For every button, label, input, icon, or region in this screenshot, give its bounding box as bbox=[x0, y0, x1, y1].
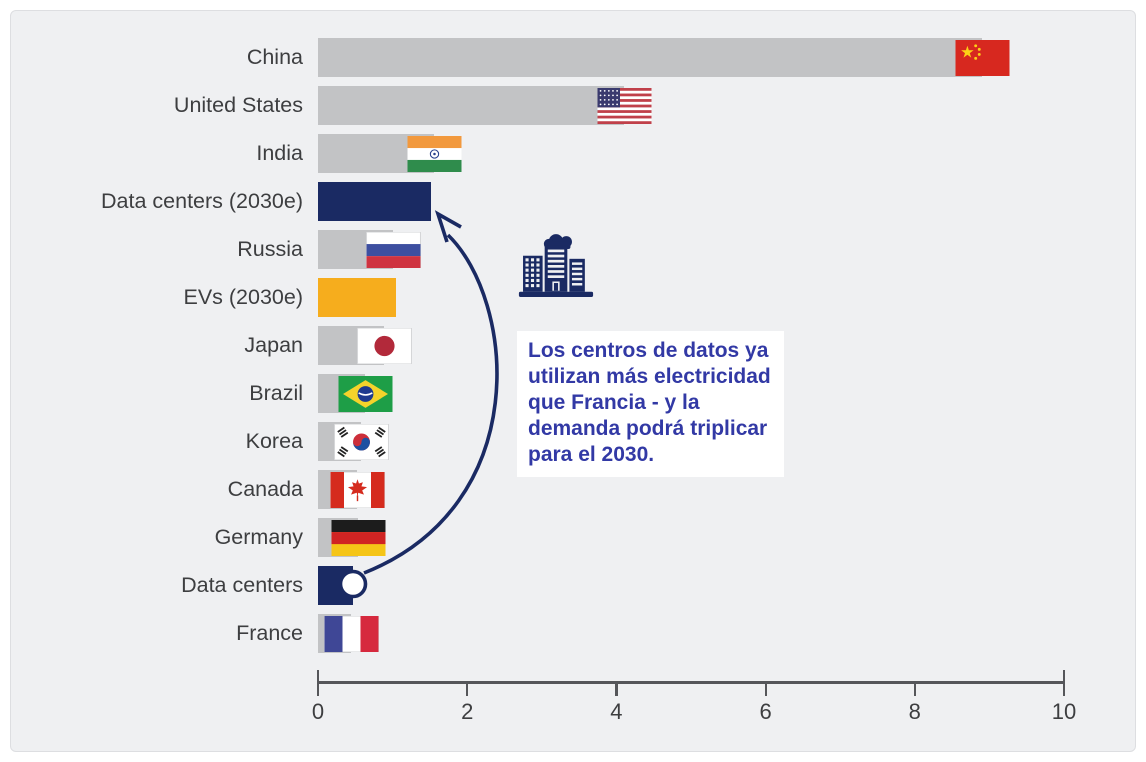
x-axis-tick bbox=[615, 681, 618, 696]
annotation-box: Los centros de datos ya utilizan más ele… bbox=[517, 331, 784, 477]
x-tick-label: 4 bbox=[610, 699, 623, 724]
category-label-china: China bbox=[246, 45, 303, 69]
france-flag-icon bbox=[323, 615, 379, 652]
x-axis-tick bbox=[466, 681, 469, 696]
bar-data-centers bbox=[318, 566, 353, 605]
bar-united-states bbox=[318, 86, 624, 125]
brazil-flag-icon bbox=[338, 375, 393, 412]
korea-flag-icon bbox=[333, 423, 389, 460]
category-label-data-centers-2030e: Data centers (2030e) bbox=[101, 189, 303, 213]
category-label-united-states: United States bbox=[173, 93, 303, 117]
annotation-line: demanda podrá triplicar bbox=[528, 417, 768, 440]
category-label-brazil: Brazil bbox=[249, 381, 303, 405]
x-tick-label: 8 bbox=[908, 699, 921, 724]
india-flag-icon bbox=[407, 135, 462, 172]
svg-text:★: ★ bbox=[960, 42, 975, 61]
bar-data-centers-2030e bbox=[318, 182, 431, 221]
data-center-building-icon bbox=[514, 231, 598, 299]
x-axis-tick bbox=[317, 670, 320, 696]
category-label-russia: Russia bbox=[237, 237, 303, 261]
canada-flag-icon bbox=[329, 471, 385, 508]
bar-china bbox=[318, 38, 982, 77]
x-axis-tick bbox=[764, 681, 767, 696]
annotation-line: Los centros de datos ya bbox=[528, 339, 769, 362]
x-tick-label: 10 bbox=[1051, 699, 1077, 724]
bar-evs-2030e bbox=[318, 278, 396, 317]
germany-flag-icon bbox=[331, 519, 386, 556]
china-flag-icon: ★ bbox=[955, 39, 1010, 76]
japan-flag-icon bbox=[356, 327, 412, 364]
annotation-line: utilizan más electricidad bbox=[528, 365, 771, 388]
x-tick-label: 2 bbox=[461, 699, 474, 724]
x-tick-label: 6 bbox=[759, 699, 772, 724]
annotation-line: que Francia - y la bbox=[528, 391, 700, 414]
annotation-line: para el 2030. bbox=[528, 443, 655, 466]
russia-flag-icon bbox=[365, 231, 421, 268]
x-axis bbox=[317, 681, 1065, 684]
category-label-canada: Canada bbox=[227, 477, 303, 501]
x-axis-tick bbox=[913, 681, 916, 696]
category-label-data-centers: Data centers bbox=[181, 573, 303, 597]
x-tick-label: 0 bbox=[311, 699, 325, 724]
usa-flag-icon bbox=[597, 87, 652, 124]
category-label-korea: Korea bbox=[245, 429, 303, 453]
x-axis-tick bbox=[1063, 670, 1066, 696]
category-label-france: France bbox=[236, 621, 303, 645]
category-label-india: India bbox=[256, 141, 303, 165]
category-label-japan: Japan bbox=[244, 333, 303, 357]
category-label-germany: Germany bbox=[214, 525, 303, 549]
category-label-evs-2030e: EVs (2030e) bbox=[183, 285, 303, 309]
